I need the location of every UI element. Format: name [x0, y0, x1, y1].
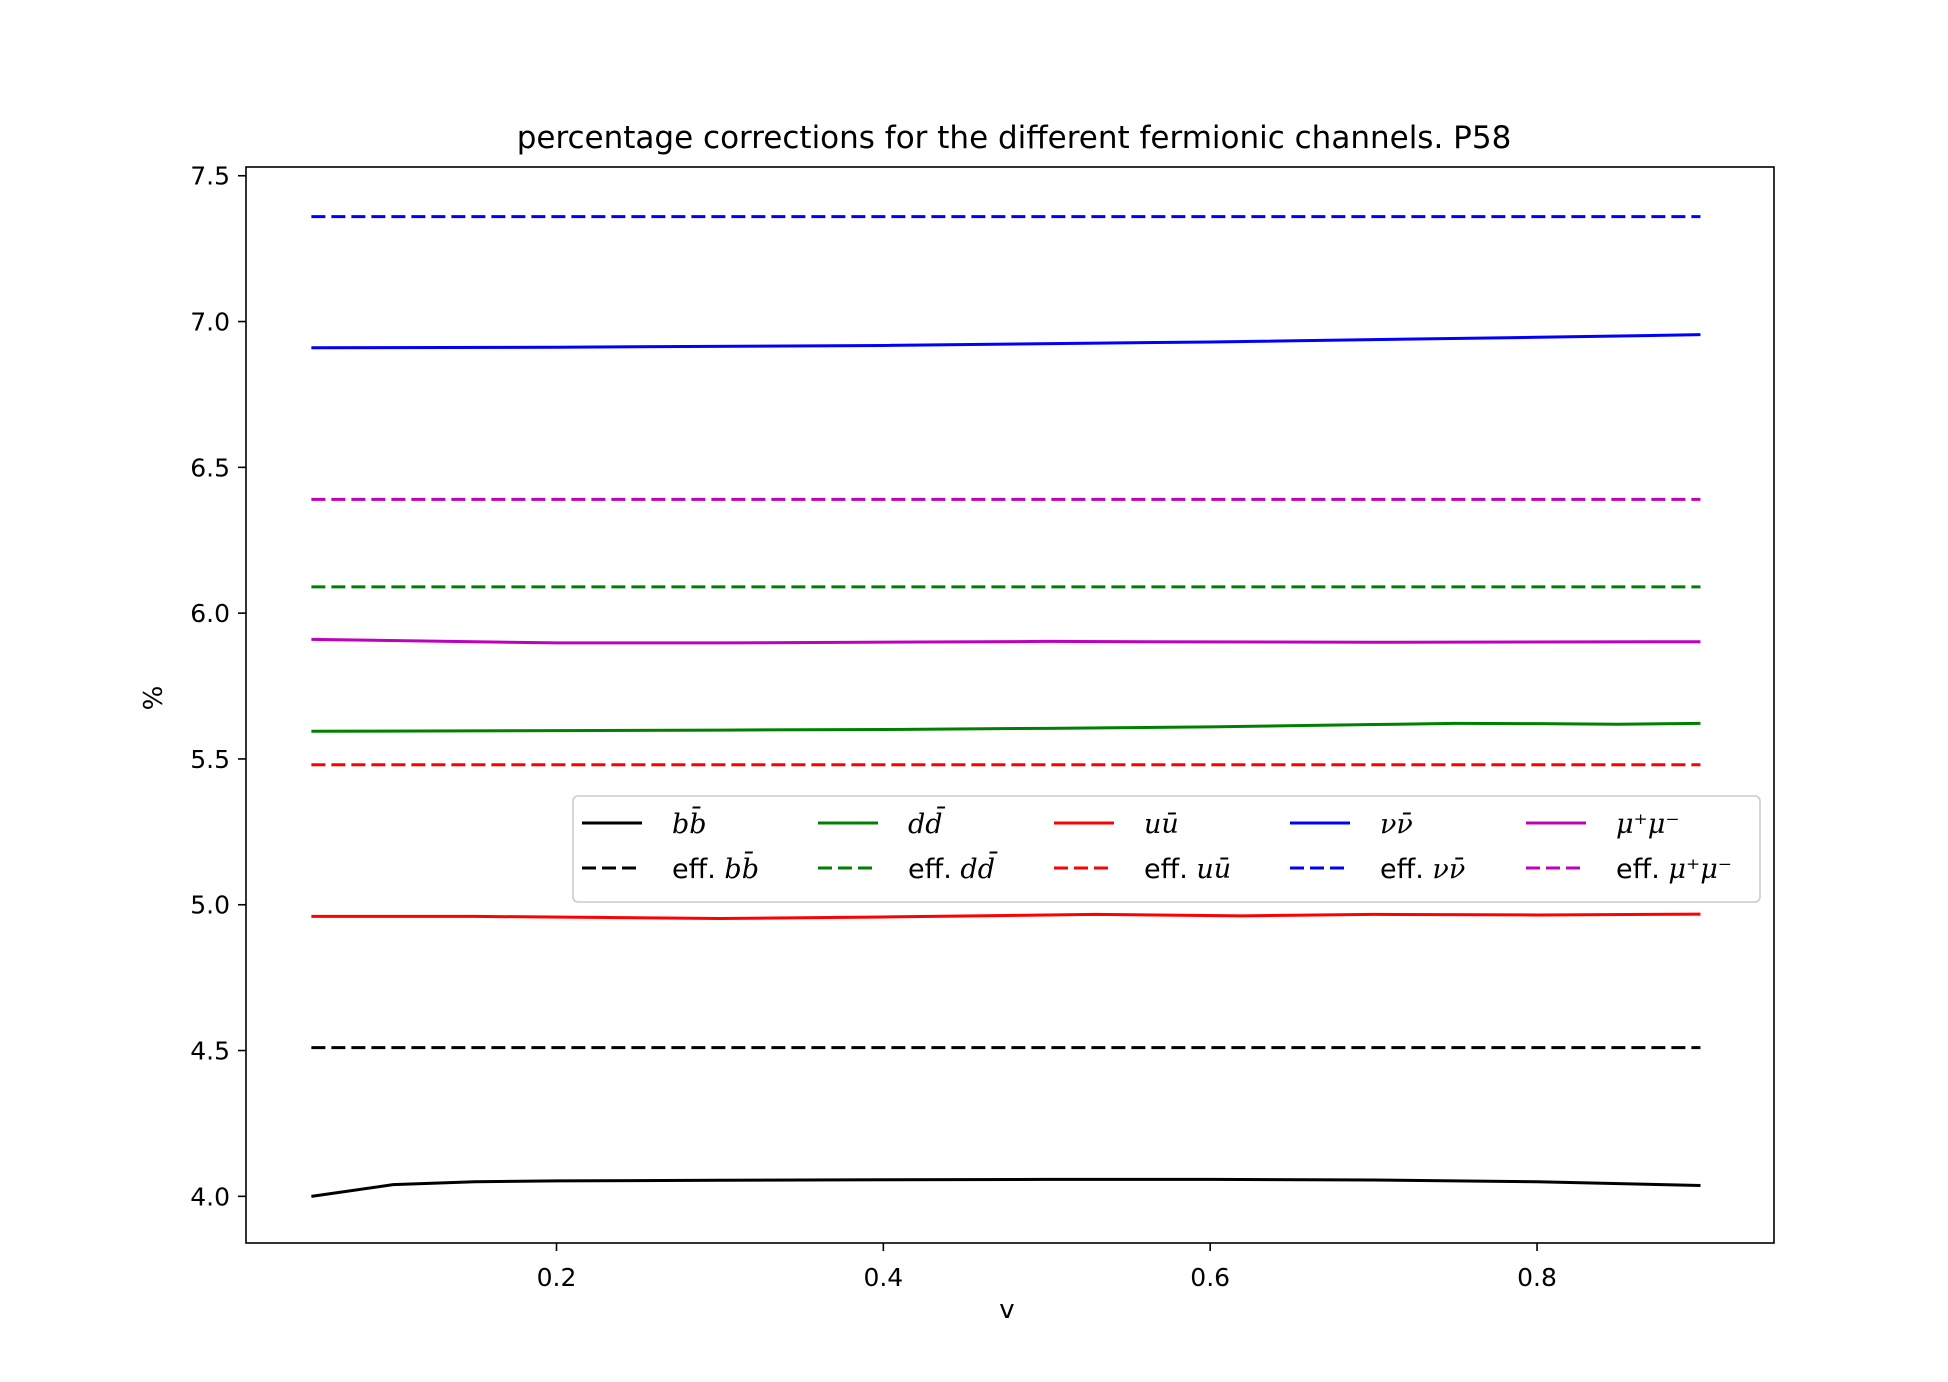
y-tick-label: 7.5 [190, 162, 230, 191]
x-tick-label: 0.4 [863, 1263, 903, 1292]
y-tick-label: 5.5 [190, 745, 230, 774]
legend: bb̄ eff. bb̄ dd̄ eff. dd̄ uū eff. uū νν̄ eff. ν… [572, 795, 1761, 903]
series-line-2 [311, 721, 1701, 733]
y-tick-label: 7.0 [190, 308, 230, 337]
y-tick-label: 5.0 [190, 891, 230, 920]
y-axis: 4.0 4.5 5.0 5.5 6.0 6.5 7.0 7.5 [190, 162, 246, 1211]
plot-area [311, 215, 1701, 1198]
y-tick-label: 6.5 [190, 453, 230, 482]
y-tick-label: 6.0 [190, 599, 230, 628]
legend-entry-0: bb̄ [672, 805, 707, 840]
y-axis-label: % [139, 686, 169, 711]
legend-entry-5: eff. uū [1144, 854, 1231, 885]
series-line-6 [311, 333, 1701, 350]
legend-entry-4: uū [1144, 809, 1179, 840]
legend-entry-6: νν̄ [1380, 809, 1413, 840]
x-axis-label: v [999, 1295, 1014, 1325]
legend-entry-9: eff. μ⁺μ⁻ [1616, 854, 1732, 885]
legend-entry-3: eff. dd̄ [908, 850, 998, 885]
x-tick-label: 0.8 [1517, 1263, 1557, 1292]
chart-title: percentage corrections for the different… [517, 120, 1512, 156]
x-tick-label: 0.2 [537, 1263, 577, 1292]
x-tick-label: 0.6 [1190, 1263, 1230, 1292]
axes-frame [245, 166, 1775, 1244]
legend-entry-8: μ⁺μ⁻ [1616, 809, 1680, 840]
y-tick-label: 4.0 [190, 1182, 230, 1211]
series-line-8 [311, 637, 1701, 645]
legend-entry-1: eff. bb̄ [672, 850, 759, 885]
x-axis: 0.2 0.4 0.6 0.8 [537, 1243, 1557, 1292]
y-tick-label: 4.5 [190, 1037, 230, 1066]
series-line-4 [311, 912, 1701, 920]
series-line-0 [311, 1177, 1701, 1198]
legend-entry-7: eff. νν̄ [1380, 854, 1465, 885]
legend-entry-2: dd̄ [908, 805, 946, 840]
